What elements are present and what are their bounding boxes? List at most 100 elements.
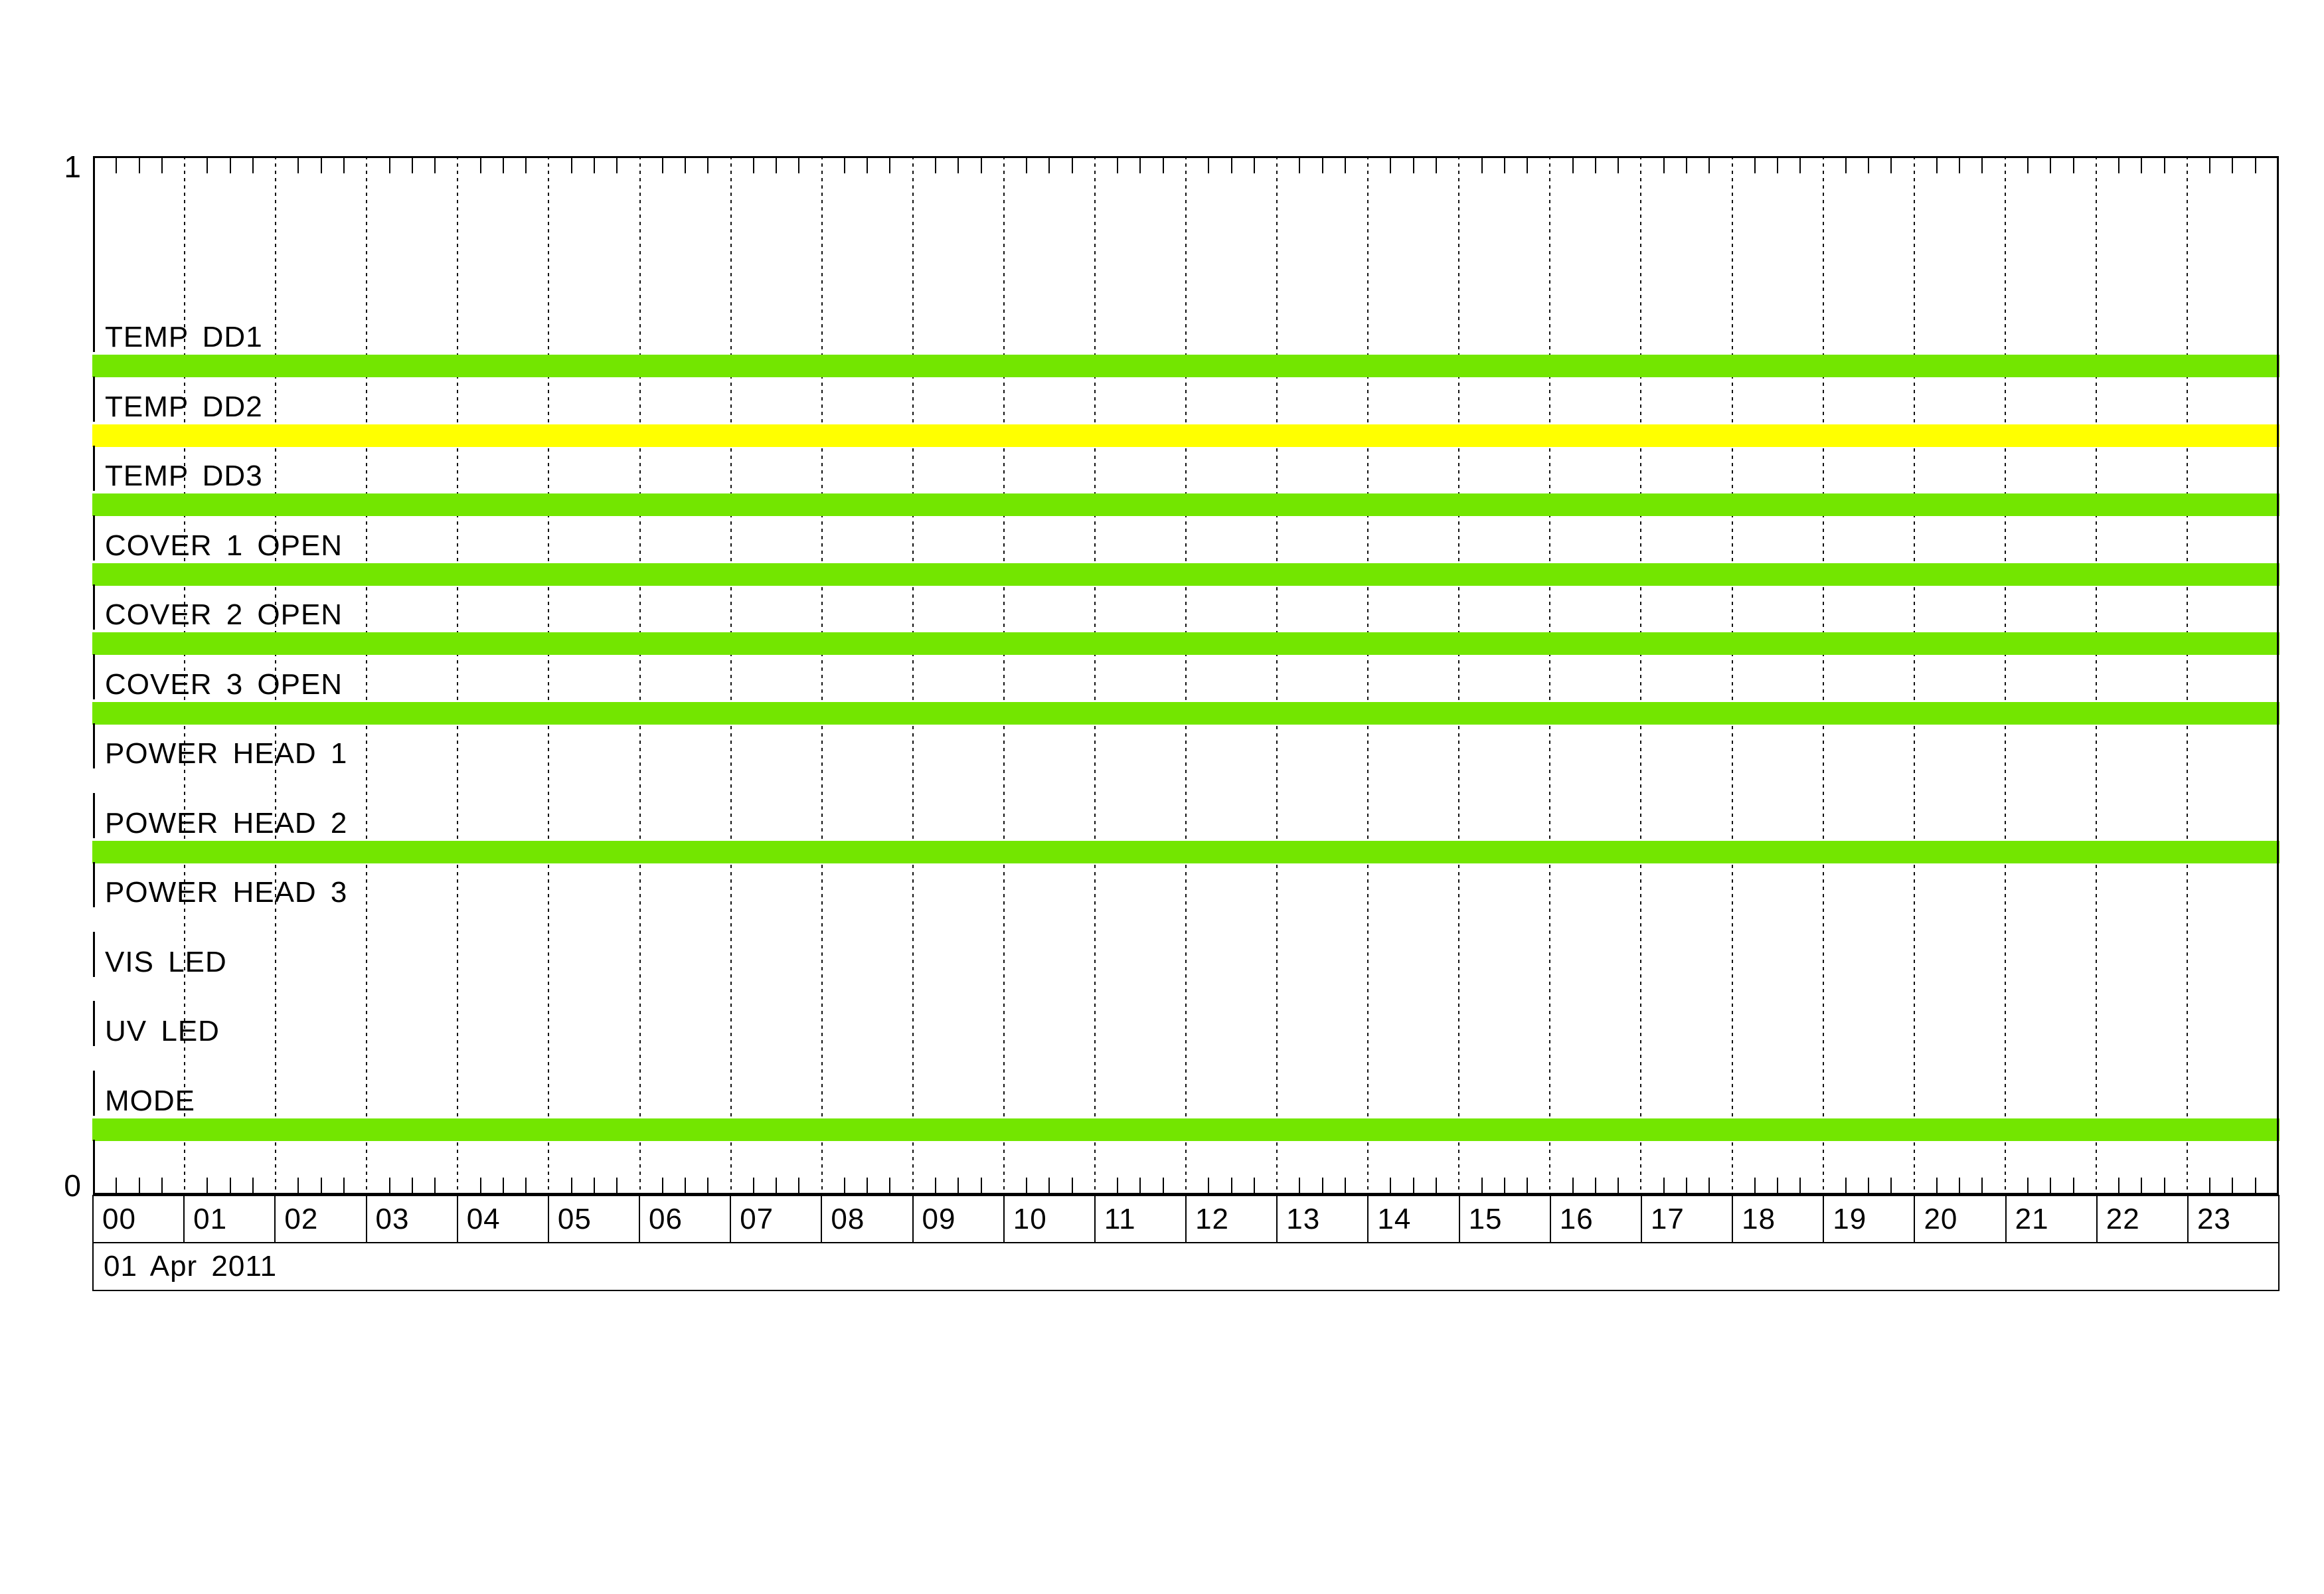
hour-label: 06 bbox=[649, 1202, 683, 1235]
hour-cell: 01 bbox=[183, 1196, 274, 1242]
hour-label: 08 bbox=[831, 1202, 865, 1235]
minor-tick-top bbox=[1299, 158, 1301, 173]
minor-tick-top bbox=[1412, 158, 1414, 173]
minor-tick-top bbox=[479, 158, 481, 173]
row-axis-tick bbox=[93, 584, 95, 630]
minor-tick-bottom bbox=[2163, 1178, 2165, 1193]
minor-tick-top bbox=[935, 158, 937, 173]
hour-cell: 08 bbox=[821, 1196, 912, 1242]
hour-cell: 13 bbox=[1276, 1196, 1367, 1242]
minor-tick-bottom bbox=[1618, 1178, 1619, 1193]
hour-label: 20 bbox=[1924, 1202, 1958, 1235]
timeline-row: COVER 1 OPEN bbox=[92, 515, 2280, 586]
hour-cell: 12 bbox=[1185, 1196, 1276, 1242]
minor-tick-top bbox=[2072, 158, 2074, 173]
row-label: COVER 1 OPEN bbox=[105, 529, 343, 562]
minor-tick-bottom bbox=[752, 1178, 754, 1193]
hour-cell: 15 bbox=[1458, 1196, 1550, 1242]
minor-tick-bottom bbox=[843, 1178, 845, 1193]
minor-tick-bottom bbox=[2209, 1178, 2211, 1193]
minor-tick-bottom bbox=[1594, 1178, 1596, 1193]
minor-tick-bottom bbox=[2050, 1178, 2052, 1193]
hour-gridline bbox=[1276, 156, 1278, 1195]
minor-tick-top bbox=[1572, 158, 1574, 173]
minor-tick-bottom bbox=[616, 1178, 618, 1193]
hour-cell: 06 bbox=[639, 1196, 730, 1242]
timeline-row: COVER 2 OPEN bbox=[92, 584, 2280, 655]
minor-tick-bottom bbox=[685, 1178, 687, 1193]
hour-gridline bbox=[275, 156, 277, 1195]
row-axis-tick bbox=[93, 515, 95, 561]
minor-tick-top bbox=[1162, 158, 1164, 173]
minor-tick-bottom bbox=[207, 1178, 208, 1193]
row-axis-tick bbox=[93, 446, 95, 491]
minor-tick-bottom bbox=[1868, 1178, 1870, 1193]
minor-tick-bottom bbox=[2118, 1178, 2120, 1193]
row-label: COVER 2 OPEN bbox=[105, 598, 343, 631]
minor-tick-top bbox=[1777, 158, 1779, 173]
minor-tick-bottom bbox=[525, 1178, 527, 1193]
minor-tick-top bbox=[1481, 158, 1483, 173]
minor-tick-bottom bbox=[1799, 1178, 1801, 1193]
minor-tick-bottom bbox=[1708, 1178, 1710, 1193]
hour-gridline bbox=[1640, 156, 1642, 1195]
minor-tick-top bbox=[1390, 158, 1392, 173]
minor-tick-top bbox=[1208, 158, 1210, 173]
minor-tick-bottom bbox=[1890, 1178, 1892, 1193]
state-bar bbox=[92, 355, 2280, 377]
minor-tick-top bbox=[1253, 158, 1255, 173]
hour-cell: 23 bbox=[2187, 1196, 2278, 1242]
minor-tick-bottom bbox=[867, 1178, 869, 1193]
hour-cell: 09 bbox=[912, 1196, 1003, 1242]
state-bar bbox=[92, 632, 2280, 655]
hour-label: 03 bbox=[375, 1202, 410, 1235]
minor-tick-bottom bbox=[161, 1178, 163, 1193]
hour-label: 13 bbox=[1286, 1202, 1321, 1235]
minor-tick-top bbox=[1981, 158, 1983, 173]
minor-tick-top bbox=[798, 158, 800, 173]
top-axis-line bbox=[94, 156, 2278, 158]
row-label: VIS LED bbox=[105, 945, 227, 978]
minor-tick-top bbox=[1344, 158, 1346, 173]
hour-label: 07 bbox=[740, 1202, 774, 1235]
hour-label: 02 bbox=[284, 1202, 319, 1235]
minor-tick-top bbox=[1868, 158, 1870, 173]
minor-tick-bottom bbox=[2141, 1178, 2143, 1193]
row-label: MODE bbox=[105, 1084, 195, 1117]
minor-tick-top bbox=[1663, 158, 1665, 173]
row-label: POWER HEAD 3 bbox=[105, 876, 348, 909]
minor-tick-top bbox=[957, 158, 959, 173]
minor-tick-bottom bbox=[980, 1178, 982, 1193]
timeline-row: POWER HEAD 1 bbox=[93, 723, 2278, 793]
bottom-axis-line bbox=[94, 1193, 2278, 1195]
minor-tick-top bbox=[1527, 158, 1529, 173]
hour-label: 10 bbox=[1013, 1202, 1047, 1235]
minor-tick-bottom bbox=[1959, 1178, 1961, 1193]
row-label: TEMP DD1 bbox=[105, 321, 263, 353]
y-axis-label-0: 0 bbox=[64, 1168, 81, 1203]
minor-tick-bottom bbox=[707, 1178, 709, 1193]
minor-tick-top bbox=[1754, 158, 1756, 173]
minor-tick-top bbox=[1230, 158, 1232, 173]
left-axis-segment bbox=[93, 156, 95, 307]
minor-tick-top bbox=[616, 158, 618, 173]
minor-tick-bottom bbox=[593, 1178, 595, 1193]
minor-tick-bottom bbox=[1685, 1178, 1687, 1193]
state-bar bbox=[92, 701, 2280, 725]
minor-tick-top bbox=[1618, 158, 1619, 173]
hour-cell: 22 bbox=[2096, 1196, 2187, 1242]
minor-tick-top bbox=[434, 158, 436, 173]
minor-tick-top bbox=[2232, 158, 2234, 173]
minor-tick-top bbox=[661, 158, 663, 173]
row-axis-tick bbox=[93, 862, 95, 907]
hour-gridline bbox=[1185, 156, 1187, 1195]
hour-label: 11 bbox=[1104, 1202, 1136, 1235]
minor-tick-top bbox=[297, 158, 299, 173]
minor-tick-top bbox=[980, 158, 982, 173]
hour-label: 17 bbox=[1650, 1202, 1685, 1235]
minor-tick-bottom bbox=[1981, 1178, 1983, 1193]
minor-tick-top bbox=[161, 158, 163, 173]
minor-tick-top bbox=[229, 158, 231, 173]
row-label: UV LED bbox=[105, 1015, 220, 1047]
